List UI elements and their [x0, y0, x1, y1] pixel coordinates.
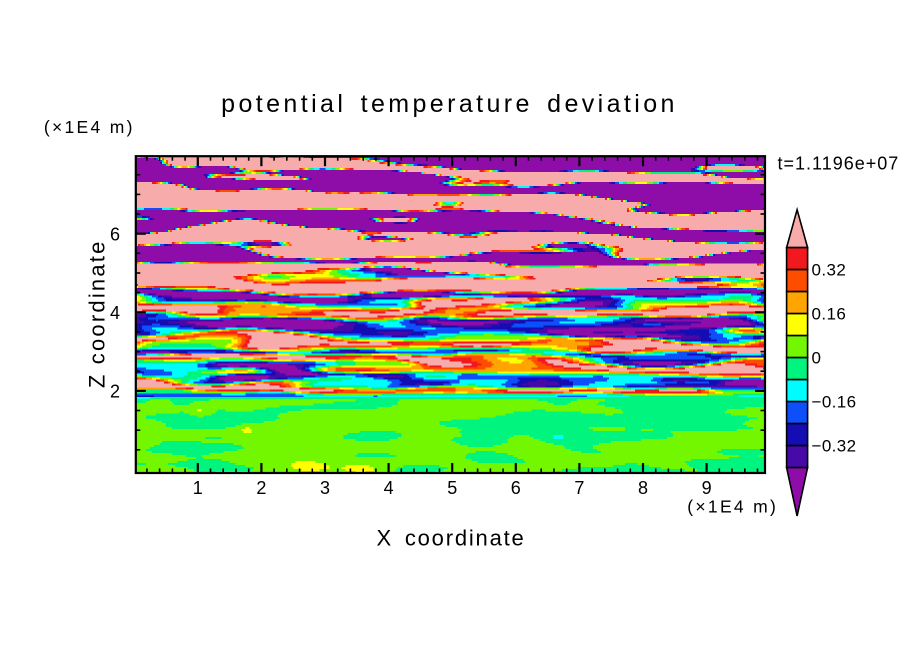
- svg-text:(×1E4 m): (×1E4 m): [44, 117, 135, 137]
- svg-text:7: 7: [574, 478, 584, 498]
- svg-text:6: 6: [110, 224, 120, 244]
- svg-text:−0.16: −0.16: [812, 393, 857, 412]
- svg-text:2: 2: [110, 382, 120, 402]
- svg-text:3: 3: [320, 478, 330, 498]
- svg-text:1: 1: [193, 478, 203, 498]
- svg-text:6: 6: [511, 478, 521, 498]
- svg-text:X coordinate: X coordinate: [376, 526, 525, 551]
- svg-text:2: 2: [256, 478, 266, 498]
- svg-text:9: 9: [702, 478, 712, 498]
- svg-text:4: 4: [384, 478, 394, 498]
- svg-text:Z coordinate: Z coordinate: [85, 239, 110, 388]
- svg-text:0: 0: [812, 349, 822, 368]
- svg-text:(×1E4 m): (×1E4 m): [687, 497, 778, 517]
- svg-text:−0.32: −0.32: [812, 437, 857, 456]
- svg-text:8: 8: [638, 478, 648, 498]
- svg-text:0.16: 0.16: [812, 305, 847, 324]
- svg-text:potential temperature deviatio: potential temperature deviation: [221, 90, 678, 118]
- svg-text:t=1.1196e+07: t=1.1196e+07: [778, 154, 900, 174]
- svg-text:0.32: 0.32: [812, 261, 847, 280]
- svg-text:4: 4: [110, 303, 120, 323]
- svg-text:5: 5: [447, 478, 457, 498]
